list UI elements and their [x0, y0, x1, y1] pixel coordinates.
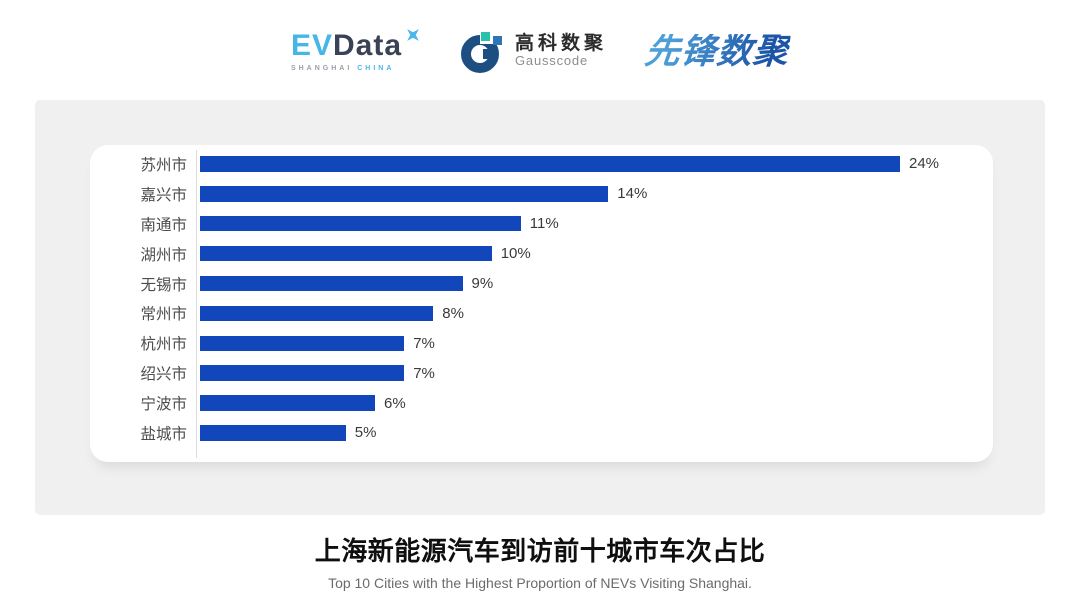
pioneer-logo: 先锋数聚 [642, 31, 792, 71]
bar [200, 365, 405, 381]
chart-card: 苏州市 24% 嘉兴市 14% 南通市 11% 湖州市 10% 无锡市 9% 常州市 8% 杭州市 7% 绍… [90, 145, 993, 462]
gausscode-text: 高科数聚 Gausscode [515, 33, 607, 70]
evdata-star-icon [407, 28, 419, 41]
bar [200, 395, 375, 411]
bar [200, 305, 434, 322]
evdata-wordmark: EV Data [290, 28, 422, 62]
bar-track: 8% [200, 298, 993, 328]
evdata-subtext: SHANGHAI CHINA [291, 65, 394, 72]
header-logos: EV Data SHANGHAI CHINA 高科数聚 Gausscode [0, 22, 1080, 80]
bar [200, 245, 492, 262]
chart-row: 杭州市 7% [90, 328, 993, 358]
chart-row: 苏州市 24% [90, 149, 993, 179]
category-label: 南通市 [140, 216, 187, 234]
bar [200, 186, 609, 202]
evdata-ev-text: EV [290, 28, 333, 62]
chart-row: 无锡市 9% [90, 269, 993, 299]
value-label: 10% [500, 245, 531, 263]
bar [200, 425, 346, 441]
category-label: 嘉兴市 [140, 186, 187, 204]
bar [200, 156, 900, 172]
category-label: 宁波市 [140, 396, 187, 414]
gausscode-g-icon [461, 27, 507, 73]
chart-row: 常州市 8% [90, 298, 993, 328]
evdata-china-text: CHINA [357, 64, 395, 72]
evdata-data-text: Data [332, 28, 403, 62]
value-label: 14% [617, 185, 648, 203]
bar [200, 215, 521, 232]
footer: 上海新能源汽车到访前十城市车次占比 Top 10 Cities with the… [0, 531, 1080, 591]
value-label: 11% [529, 215, 559, 233]
chart-title: 上海新能源汽车到访前十城市车次占比 [314, 536, 766, 566]
bar [200, 335, 405, 352]
value-label: 7% [413, 334, 435, 352]
value-label: 9% [471, 275, 494, 292]
value-label: 24% [909, 155, 940, 173]
gausscode-logo: 高科数聚 Gausscode [460, 27, 607, 75]
chart-row: 盐城市 5% [90, 418, 993, 448]
value-label: 6% [384, 394, 406, 412]
category-label: 绍兴市 [140, 366, 187, 384]
bar-track: 6% [200, 388, 993, 418]
category-label: 无锡市 [140, 276, 187, 294]
category-label: 盐城市 [140, 425, 187, 443]
chart-row: 宁波市 6% [90, 388, 993, 418]
category-label: 苏州市 [140, 156, 187, 174]
value-label: 8% [442, 304, 464, 322]
category-label: 常州市 [140, 306, 187, 324]
chart-row: 绍兴市 7% [90, 358, 993, 388]
evdata-shanghai-text: SHANGHAI [290, 64, 353, 72]
bar-track: 7% [200, 328, 993, 358]
chart-row: 湖州市 10% [90, 239, 993, 269]
bar [200, 275, 463, 292]
chart-row: 南通市 11% [90, 209, 993, 239]
category-label: 湖州市 [140, 246, 187, 264]
y-axis-line [196, 150, 197, 458]
chart-rows: 苏州市 24% 嘉兴市 14% 南通市 11% 湖州市 10% 无锡市 9% 常州市 8% 杭州市 7% 绍… [90, 149, 993, 448]
bar-track: 24% [200, 149, 993, 179]
category-label: 杭州市 [140, 336, 187, 354]
value-label: 7% [413, 364, 435, 382]
gausscode-en-name: Gausscode [515, 53, 588, 69]
chart-subtitle: Top 10 Cities with the Highest Proportio… [328, 575, 752, 591]
bar-track: 14% [200, 179, 993, 209]
bar-track: 9% [200, 269, 993, 299]
bar-track: 11% [200, 209, 993, 239]
evdata-logo: EV Data SHANGHAI CHINA [290, 28, 422, 72]
bar-track: 5% [200, 418, 993, 448]
chart-panel: 苏州市 24% 嘉兴市 14% 南通市 11% 湖州市 10% 无锡市 9% 常州市 8% 杭州市 7% 绍… [35, 100, 1045, 515]
chart-row: 嘉兴市 14% [90, 179, 993, 209]
bar-track: 10% [200, 239, 993, 269]
value-label: 5% [354, 424, 377, 442]
gausscode-cn-name: 高科数聚 [515, 32, 608, 54]
bar-track: 7% [200, 358, 993, 388]
